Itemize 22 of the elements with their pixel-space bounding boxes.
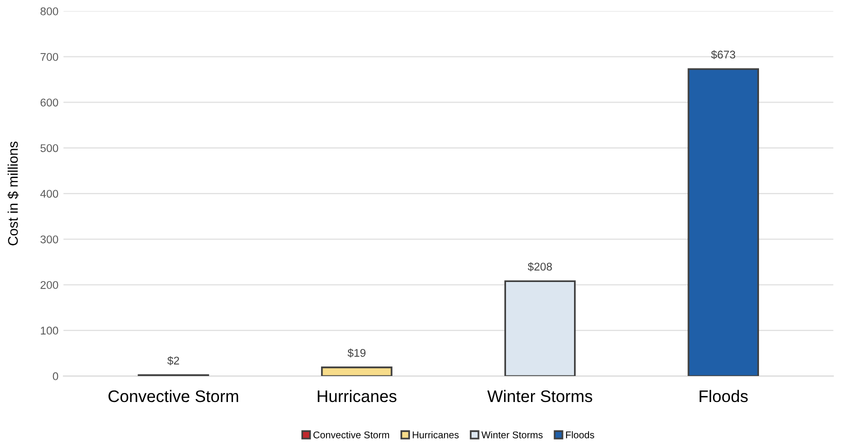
y-tick-label: 500 [40,144,58,152]
y-tick-label: 400 [40,190,58,198]
y-tick-label: 0 [52,372,58,380]
legend-label: Floods [566,431,594,438]
y-axis-title: Cost in $ millions [7,142,19,246]
legend-label: Hurricanes [412,431,459,438]
y-tick-label: 100 [40,326,58,335]
data-label: $673 [711,50,736,60]
y-tick-label: 700 [40,53,58,61]
x-tick-label: Winter Storms [487,390,592,402]
x-tick-label: Floods [700,390,748,402]
y-tick-label: 200 [40,281,58,289]
y-tick-label: 800 [40,7,58,16]
x-tick-label: Hurricanes [318,390,396,402]
y-tick-label: 300 [40,235,58,244]
data-label: $208 [528,262,552,272]
legend-label: Winter Storms [481,431,543,438]
x-tick-label: Convective Storm [108,390,238,402]
data-label: $2 [167,356,180,366]
data-label: $19 [348,348,366,358]
y-tick-label: 600 [40,98,58,106]
legend-label: Convective Storm [313,431,390,438]
